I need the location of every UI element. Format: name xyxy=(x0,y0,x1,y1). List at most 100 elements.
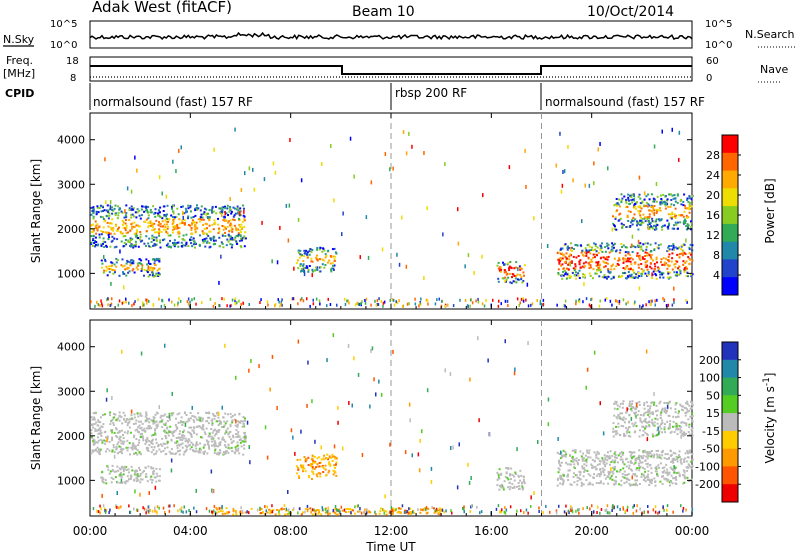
ground-scatter-cell xyxy=(347,299,349,303)
noise-cell xyxy=(288,203,291,208)
echo-cell xyxy=(158,267,161,270)
ground-scatter-cell xyxy=(142,506,144,510)
echo-cell xyxy=(677,267,680,270)
echo-cell xyxy=(644,242,647,245)
echo-cell xyxy=(100,233,103,236)
echo-cell xyxy=(568,255,571,258)
ground-scatter-cell xyxy=(469,304,471,308)
echo-cell xyxy=(684,207,687,210)
echo-cell xyxy=(169,425,172,428)
echo-cell xyxy=(135,480,138,483)
echo-cell xyxy=(221,209,224,211)
echo-cell xyxy=(125,466,128,469)
echo-cell xyxy=(120,476,123,479)
echo-cell xyxy=(155,472,158,475)
echo-cell xyxy=(562,270,565,273)
echo-cell xyxy=(189,412,192,414)
echo-cell xyxy=(690,407,693,410)
echo-cell xyxy=(149,220,152,223)
echo-cell xyxy=(322,458,325,461)
ground-scatter-cell xyxy=(213,509,215,513)
ground-scatter-cell xyxy=(403,510,406,514)
echo-cell xyxy=(310,260,313,263)
echo-cell xyxy=(215,445,218,448)
echo-cell xyxy=(137,224,139,227)
echo-cell xyxy=(569,253,572,256)
echo-cell xyxy=(685,265,688,268)
echo-cell xyxy=(230,226,233,229)
echo-cell xyxy=(396,511,399,514)
echo-cell xyxy=(204,450,206,453)
echo-cell xyxy=(218,236,221,239)
echo-cell xyxy=(676,458,679,461)
echo-cell xyxy=(105,436,107,439)
echo-cell xyxy=(644,220,647,223)
echo-cell xyxy=(94,412,97,415)
echo-cell xyxy=(380,507,382,510)
ground-scatter-cell xyxy=(240,506,242,510)
echo-cell xyxy=(158,232,160,235)
echo-cell xyxy=(172,221,175,224)
noise-cell xyxy=(418,468,421,473)
echo-cell xyxy=(124,235,127,237)
echo-cell xyxy=(615,402,618,405)
echo-cell xyxy=(583,459,586,462)
echo-cell xyxy=(621,453,624,456)
echo-cell xyxy=(656,210,659,213)
echo-cell xyxy=(182,222,185,224)
echo-cell xyxy=(676,433,679,436)
echo-cell xyxy=(626,431,628,434)
echo-cell xyxy=(116,481,119,484)
echo-cell xyxy=(225,212,228,215)
echo-cell xyxy=(564,451,567,454)
echo-cell xyxy=(125,219,127,221)
echo-cell xyxy=(90,235,93,238)
noise-cell xyxy=(402,130,405,135)
echo-cell xyxy=(122,411,125,414)
ground-scatter-cell xyxy=(518,303,520,307)
echo-cell xyxy=(655,404,658,407)
echo-cell xyxy=(685,424,688,427)
echo-cell xyxy=(331,248,334,251)
echo-cell xyxy=(640,207,643,210)
echo-cell xyxy=(126,449,129,452)
ground-scatter-cell xyxy=(564,299,567,303)
ground-scatter-cell xyxy=(672,510,674,514)
echo-cell xyxy=(242,204,245,207)
echo-cell xyxy=(98,207,101,210)
echo-cell xyxy=(522,478,525,481)
echo-cell xyxy=(311,467,314,470)
echo-cell xyxy=(132,246,135,249)
echo-cell xyxy=(215,507,218,510)
echo-cell xyxy=(175,425,178,428)
echo-cell xyxy=(296,458,299,461)
echo-cell xyxy=(152,418,155,421)
echo-cell xyxy=(107,238,110,241)
noise-cell xyxy=(234,127,236,132)
ground-scatter-cell xyxy=(364,508,366,512)
echo-cell xyxy=(621,224,624,227)
echo-cell xyxy=(136,473,139,476)
echo-cell xyxy=(690,249,693,252)
echo-cell xyxy=(666,259,669,262)
echo-cell xyxy=(604,276,607,279)
echo-cell xyxy=(640,473,643,476)
echo-cell xyxy=(570,242,573,245)
echo-cell xyxy=(637,263,640,266)
echo-cell xyxy=(101,471,104,474)
echo-cell xyxy=(409,507,412,510)
echo-cell xyxy=(649,405,652,408)
echo-cell xyxy=(624,254,627,257)
echo-cell xyxy=(111,212,114,215)
echo-cell xyxy=(557,467,560,470)
echo-cell xyxy=(132,207,135,210)
echo-cell xyxy=(587,456,590,459)
echo-cell xyxy=(612,422,615,425)
ground-scatter-cell xyxy=(425,506,428,510)
echo-cell xyxy=(644,480,647,483)
echo-cell xyxy=(197,425,200,428)
echo-cell xyxy=(648,213,651,216)
x-tick-label: 12:00 xyxy=(374,524,409,538)
echo-cell xyxy=(214,205,217,208)
echo-cell xyxy=(222,246,225,249)
